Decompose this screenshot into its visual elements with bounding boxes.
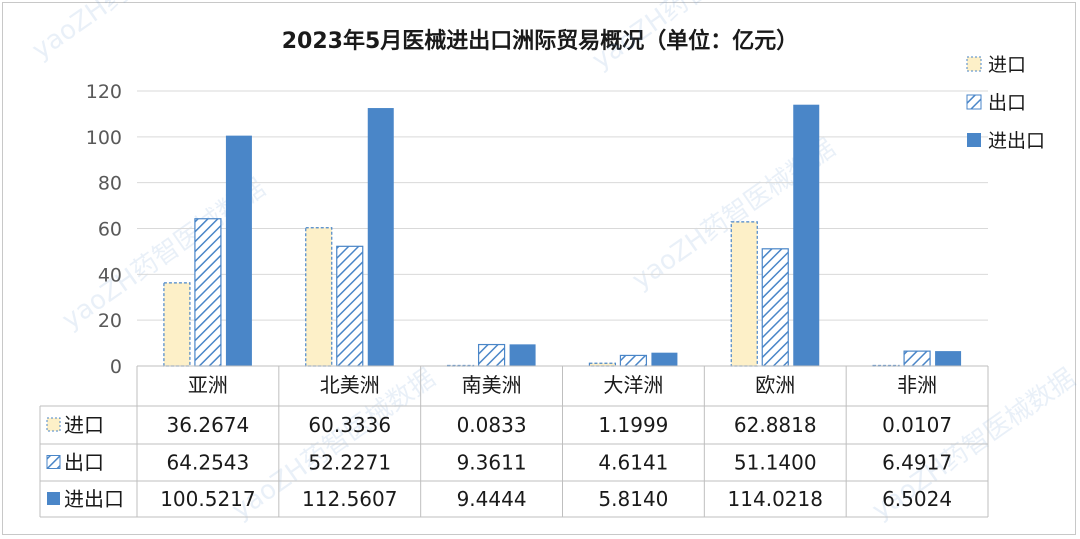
x-category-label: 南美洲 xyxy=(462,373,522,397)
x-category-label: 大洋洲 xyxy=(603,373,663,397)
legend-label-total: 进出口 xyxy=(988,130,1045,152)
x-category-label: 非洲 xyxy=(897,373,937,397)
y-tick-label: 0 xyxy=(110,356,122,378)
bar-export xyxy=(903,350,931,367)
bar-import xyxy=(163,282,191,367)
bar-import xyxy=(305,227,333,367)
data-label: 1.1999 xyxy=(598,413,668,437)
table-swatch-total xyxy=(47,492,60,505)
data-label: 36.2674 xyxy=(167,413,250,437)
data-label: 0.0833 xyxy=(457,413,527,437)
data-label: 114.0218 xyxy=(728,487,823,511)
y-tick-label: 120 xyxy=(86,81,122,103)
y-tick-label: 60 xyxy=(98,219,122,241)
legend-swatch-export xyxy=(966,94,982,110)
data-label: 112.5607 xyxy=(302,487,397,511)
bar-total xyxy=(367,108,394,366)
bar-total xyxy=(651,352,678,366)
legend-swatch-total xyxy=(967,133,981,147)
chart-title: 2023年5月医械进出口洲际贸易概况（单位：亿元） xyxy=(282,28,799,54)
data-label: 5.8140 xyxy=(598,487,668,511)
y-tick-label: 40 xyxy=(98,264,122,286)
data-label: 6.5024 xyxy=(882,487,952,511)
watermark-layer: yaoZH药智医械数据 yaoZH药智医械数据yaoZH药智医械数据yaoZH药智… xyxy=(27,0,1080,526)
bar-import xyxy=(730,221,758,367)
bar-export xyxy=(336,245,364,367)
table-row-header-total: 进出口 xyxy=(64,487,124,511)
x-category-label: 北美洲 xyxy=(320,373,380,397)
y-tick-label: 20 xyxy=(98,310,122,332)
table-swatch-import xyxy=(46,417,61,432)
data-label: 4.6141 xyxy=(598,451,668,475)
data-label: 9.3611 xyxy=(457,451,527,475)
y-tick-label: 100 xyxy=(86,127,122,149)
data-label: 6.4917 xyxy=(882,451,952,475)
data-label: 9.4444 xyxy=(457,487,527,511)
y-tick-label: 80 xyxy=(98,173,122,195)
table-row-header-import: 进口 xyxy=(64,413,104,437)
data-label: 62.8818 xyxy=(734,413,817,437)
data-label: 60.3336 xyxy=(308,413,391,437)
bar-export xyxy=(619,354,648,367)
data-label: 51.1400 xyxy=(734,451,817,475)
watermark-text: yaoZH药智医械数据 xyxy=(27,0,241,66)
data-label: 100.5217 xyxy=(160,487,255,511)
bar-export xyxy=(761,248,789,367)
data-label: 52.2271 xyxy=(308,451,391,475)
data-label: 64.2543 xyxy=(167,451,250,475)
bar-total xyxy=(935,351,962,366)
table-swatch-export xyxy=(46,455,61,469)
x-category-label: 欧洲 xyxy=(755,373,795,397)
legend-label-import: 进口 xyxy=(988,54,1026,76)
bar-total xyxy=(509,344,536,366)
legend-label-export: 出口 xyxy=(988,92,1026,114)
x-category-label: 亚洲 xyxy=(188,373,228,397)
bar-total xyxy=(793,104,820,366)
gridlines xyxy=(137,90,988,321)
legend-swatch-import xyxy=(966,56,982,72)
bar-export xyxy=(477,343,506,367)
table-row-header-export: 出口 xyxy=(64,451,104,475)
bar-total xyxy=(225,135,252,366)
y-axis: 0 20 40 60 80 100 120 xyxy=(86,81,122,378)
bar-export xyxy=(194,218,222,367)
bars-layer xyxy=(163,104,962,367)
data-label: 0.0107 xyxy=(882,413,952,437)
